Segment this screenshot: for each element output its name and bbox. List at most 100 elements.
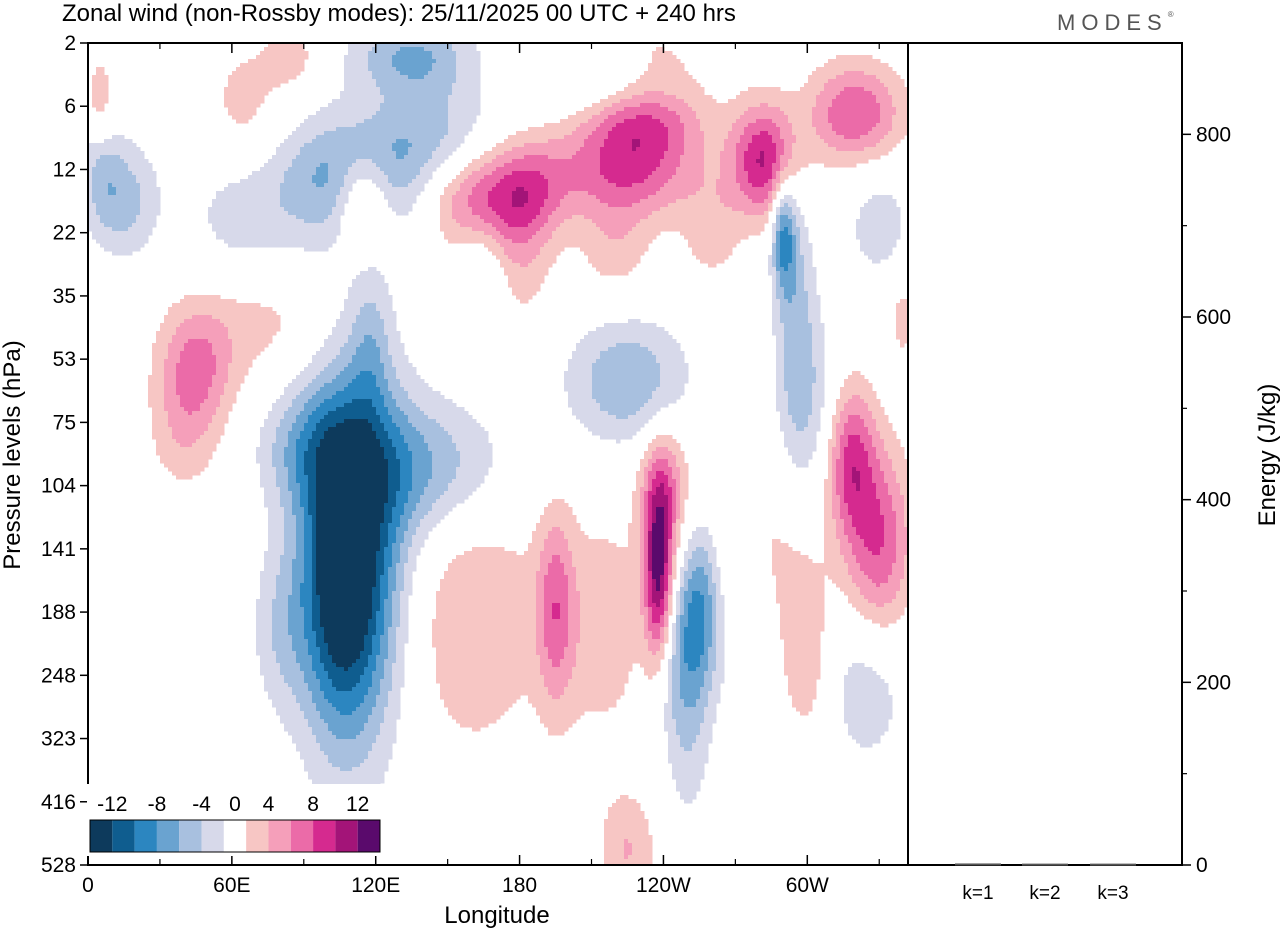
heatmap-cell [96, 183, 101, 188]
heatmap-cell [580, 119, 585, 124]
heatmap-cell [876, 135, 881, 140]
heatmap-cell [520, 171, 525, 176]
heatmap-cell [444, 127, 449, 132]
heatmap-cell [856, 155, 861, 160]
heatmap-cell [812, 103, 817, 108]
heatmap-cell [676, 155, 681, 160]
heatmap-cell [852, 99, 857, 104]
heatmap-cell [604, 183, 609, 188]
heatmap-cell [824, 63, 829, 68]
heatmap-cell [668, 187, 673, 192]
heatmap-cell [416, 175, 421, 180]
heatmap-cell [336, 195, 341, 200]
heatmap-cell [724, 123, 729, 128]
heatmap-cell [740, 99, 745, 104]
heatmap-cell [132, 195, 137, 200]
heatmap-cell [488, 179, 493, 184]
heatmap-cell [412, 91, 417, 96]
heatmap-cell [424, 127, 429, 132]
heatmap-cell [296, 195, 301, 200]
heatmap-cell [320, 115, 325, 120]
heatmap-cell [596, 131, 601, 136]
heatmap-cell [592, 151, 597, 156]
heatmap-cell [468, 67, 473, 72]
heatmap-cell [384, 67, 389, 72]
heatmap-cell [152, 183, 157, 188]
heatmap-cell [616, 175, 621, 180]
heatmap-cell [152, 191, 157, 196]
heatmap-cell [212, 203, 217, 208]
heatmap-cell [808, 119, 813, 124]
heatmap-cell [436, 95, 441, 100]
heatmap-cell [340, 131, 345, 136]
heatmap-cell [332, 163, 337, 168]
heatmap-cell [576, 203, 581, 208]
heatmap-cell [424, 131, 429, 136]
heatmap-cell [856, 75, 861, 80]
heatmap-cell [232, 107, 237, 112]
heatmap-cell [700, 183, 705, 188]
heatmap-cell [656, 51, 661, 56]
heatmap-cell [432, 111, 437, 116]
heatmap-cell [880, 79, 885, 84]
heatmap-cell [352, 171, 357, 176]
heatmap-cell [380, 147, 385, 152]
heatmap-cell [296, 47, 301, 52]
heatmap-cell [692, 147, 697, 152]
heatmap-cell [684, 103, 689, 108]
heatmap-cell [384, 135, 389, 140]
heatmap-cell [584, 119, 589, 124]
heatmap-cell [360, 75, 365, 80]
heatmap-cell [292, 195, 297, 200]
heatmap-cell [424, 111, 429, 116]
heatmap-cell [368, 83, 373, 88]
heatmap-cell [572, 179, 577, 184]
heatmap-cell [512, 191, 517, 196]
heatmap-cell [740, 191, 745, 196]
heatmap-cell [648, 127, 653, 132]
heatmap-cell [392, 87, 397, 92]
heatmap-cell [860, 107, 865, 112]
heatmap-cell [432, 167, 437, 172]
heatmap-cell [316, 135, 321, 140]
heatmap-cell [640, 155, 645, 160]
heatmap-cell [120, 195, 125, 200]
heatmap-cell [108, 183, 113, 188]
heatmap-cell [836, 143, 841, 148]
heatmap-cell [640, 79, 645, 84]
heatmap-cell [592, 123, 597, 128]
heatmap-cell [564, 175, 569, 180]
heatmap-cell [624, 95, 629, 100]
heatmap-cell [316, 119, 321, 124]
heatmap-cell [272, 171, 277, 176]
heatmap-cell [408, 55, 413, 60]
heatmap-cell [100, 75, 105, 80]
heatmap-cell [832, 115, 837, 120]
heatmap-cell [356, 163, 361, 168]
heatmap-cell [536, 199, 541, 204]
heatmap-cell [636, 199, 641, 204]
heatmap-cell [248, 179, 253, 184]
heatmap-cell [304, 131, 309, 136]
heatmap-cell [464, 127, 469, 132]
heatmap-cell [716, 135, 721, 140]
heatmap-cell [416, 91, 421, 96]
heatmap-cell [688, 171, 693, 176]
heatmap-cell [788, 159, 793, 164]
heatmap-cell [288, 71, 293, 76]
heatmap-cell [820, 139, 825, 144]
heatmap-cell [616, 111, 621, 116]
heatmap-cell [300, 183, 305, 188]
heatmap-cell [384, 179, 389, 184]
heatmap-cell [652, 131, 657, 136]
heatmap-cell [696, 151, 701, 156]
heatmap-cell [300, 159, 305, 164]
heatmap-cell [720, 195, 725, 200]
heatmap-cell [884, 127, 889, 132]
heatmap-cell [240, 183, 245, 188]
heatmap-cell [304, 159, 309, 164]
heatmap-cell [232, 203, 237, 208]
heatmap-cell [656, 119, 661, 124]
heatmap-cell [96, 107, 101, 112]
heatmap-cell [632, 103, 637, 108]
